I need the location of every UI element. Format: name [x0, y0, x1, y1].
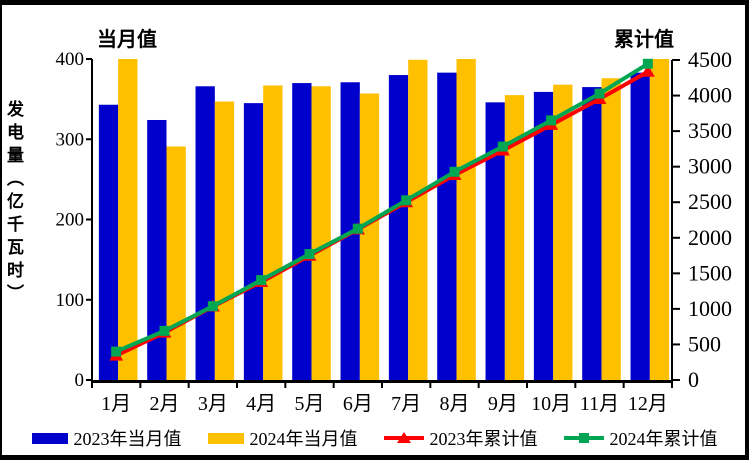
- bar-2024年当月值-7月: [408, 59, 428, 381]
- right-axis-tick-label: 4500: [688, 47, 732, 72]
- bar-2024年当月值-12月: [649, 59, 670, 380]
- x-axis-category-label: 9月: [488, 393, 518, 415]
- bar-2024年当月值-1月: [118, 59, 138, 380]
- legend-swatch-2024-bar-icon: [207, 432, 244, 444]
- left-axis-tick-label: 400: [56, 49, 85, 70]
- legend-swatch-2023-bar-icon: [31, 432, 68, 444]
- x-axis-category-label: 5月: [295, 393, 325, 415]
- legend-item-2023-cumulative: 2023年累计值: [383, 425, 538, 451]
- marker-square-2024年累计值-10月: [546, 115, 557, 126]
- marker-square-2024年累计值-6月: [352, 223, 363, 234]
- x-axis-category-label: 12月: [628, 393, 668, 415]
- x-axis-category-label: 7月: [391, 393, 421, 415]
- marker-square-2024年累计值-9月: [497, 141, 508, 152]
- bar-2023年当月值-7月: [388, 75, 409, 381]
- x-axis-category-label: 10月: [531, 393, 571, 415]
- legend-item-2024-cumulative: 2024年累计值: [563, 425, 718, 451]
- bar-2023年当月值-1月: [98, 104, 119, 381]
- legend-label: 2023年累计值: [429, 429, 538, 449]
- right-axis-tick-label: 2500: [688, 189, 732, 214]
- left-axis-tick-label: 0: [75, 370, 85, 391]
- bar-2023年当月值-2月: [147, 119, 167, 381]
- right-axis-tick-label: 2000: [688, 225, 732, 250]
- y-axis-label: 发电量（亿千瓦时）: [4, 100, 23, 307]
- marker-square-2024年累计值-8月: [449, 166, 460, 177]
- legend-item-2023-monthly: 2023年当月值: [31, 425, 182, 451]
- legend-line-triangle-icon: [383, 429, 424, 447]
- bar-2024年当月值-10月: [553, 84, 573, 381]
- bar-2024年当月值-5月: [311, 86, 331, 380]
- bar-2024年当月值-6月: [359, 93, 380, 380]
- marker-square-2024年累计值-12月: [642, 58, 653, 69]
- bar-2023年当月值-10月: [533, 91, 554, 380]
- marker-square-2024年累计值-3月: [207, 301, 218, 312]
- right-axis-tick-label: 3500: [688, 118, 732, 143]
- x-axis-category-label: 4月: [246, 393, 276, 415]
- legend-line-square-icon: [563, 429, 604, 447]
- left-axis-tick-label: 200: [56, 210, 85, 231]
- bar-2023年当月值-11月: [582, 87, 602, 381]
- right-axis-tick-label: 3000: [688, 154, 732, 179]
- right-axis-tick-label: 0: [688, 367, 699, 392]
- legend-label: 2024年累计值: [609, 429, 718, 449]
- right-axis-tick-label: 500: [688, 331, 721, 356]
- x-axis-category-label: 2月: [150, 393, 180, 415]
- right-axis-tick-label: 4000: [688, 83, 732, 108]
- bar-2024年当月值-3月: [214, 101, 235, 380]
- bar-2023年当月值-9月: [485, 102, 505, 381]
- x-axis-category-label: 11月: [580, 393, 619, 415]
- marker-square-2024年累计值-1月: [111, 346, 122, 357]
- marker-square-2024年累计值-5月: [304, 249, 315, 260]
- legend-label: 2024年当月值: [249, 429, 358, 449]
- bar-2024年当月值-8月: [456, 59, 476, 380]
- left-axis-title: 当月值: [97, 29, 157, 51]
- bar-2023年当月值-12月: [630, 72, 650, 380]
- marker-square-2024年累计值-4月: [256, 275, 267, 286]
- bar-2023年当月值-5月: [292, 83, 312, 380]
- bar-2024年当月值-11月: [601, 78, 621, 380]
- bar-2024年当月值-2月: [166, 146, 186, 380]
- x-axis-category-label: 8月: [440, 393, 470, 415]
- legend-label: 2023年当月值: [73, 429, 182, 449]
- bar-2023年当月值-3月: [195, 86, 215, 380]
- legend-item-2024-monthly: 2024年当月值: [207, 425, 358, 451]
- line-2024年累计值: [115, 62, 649, 354]
- marker-square-2024年累计值-7月: [401, 195, 412, 206]
- bar-2023年当月值-4月: [243, 103, 264, 380]
- x-axis-category-label: 1月: [101, 393, 131, 415]
- x-axis-category-label: 6月: [343, 393, 373, 415]
- marker-square-2024年累计值-2月: [159, 325, 170, 336]
- right-axis-tick-label: 1000: [688, 296, 732, 321]
- marker-square-2024年累计值-11月: [594, 88, 605, 99]
- left-axis-tick-label: 100: [56, 290, 85, 311]
- left-axis-tick-label: 300: [56, 129, 85, 150]
- marker-triangle-2023年累计值-12月: [640, 64, 655, 77]
- right-axis-tick-label: 1500: [688, 260, 732, 285]
- bar-2023年当月值-8月: [437, 72, 457, 380]
- x-axis-category-label: 3月: [198, 393, 228, 415]
- bar-2024年当月值-9月: [504, 95, 525, 381]
- right-axis-title: 累计值: [614, 29, 674, 51]
- chart-legend: 2023年当月值 2024年当月值 2023年累计值 2024年累计值: [0, 425, 749, 451]
- bar-2024年当月值-4月: [263, 85, 283, 381]
